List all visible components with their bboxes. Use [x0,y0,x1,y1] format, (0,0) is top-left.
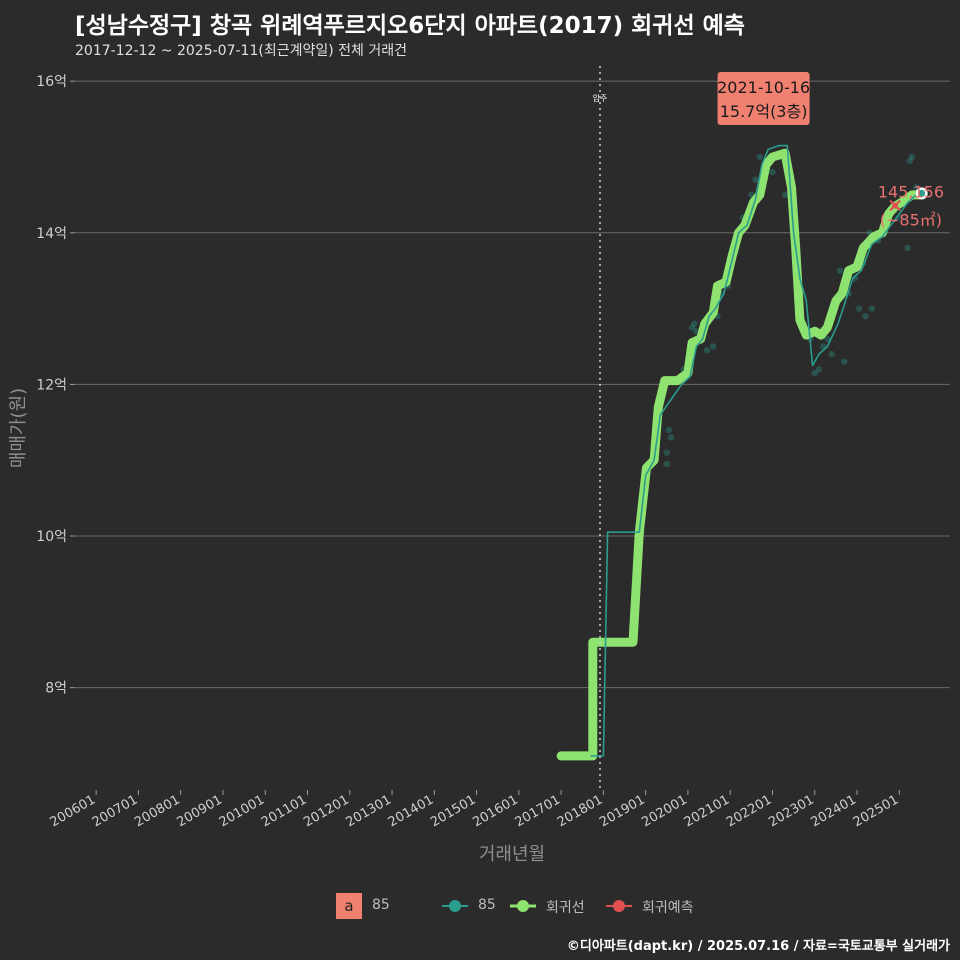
x-tick-label: 201201 [301,792,351,830]
x-tick-label: 201401 [386,792,436,830]
scatter-point [663,460,670,468]
scatter-point [836,267,844,274]
last-point-inner [918,189,926,197]
x-tick-label: 202001 [639,792,689,830]
y-tick-label: 16억 [36,74,67,90]
y-tick-label: 12억 [36,377,67,393]
x-tick-label: 201701 [513,792,563,830]
scatter-point [691,320,698,327]
scatter-point [781,191,789,199]
scatter-point [663,449,670,456]
scatter-point [688,324,696,331]
legend-area-box: a [336,893,362,919]
scatter-point [855,305,863,312]
legend-regression-label: 회귀선 [546,900,585,916]
scatter-point [667,434,675,441]
x-tick-label: 201001 [217,792,267,830]
x-tick-label: 202301 [766,792,816,830]
y-tick-label: 14억 [36,226,67,242]
scatter-point [906,157,914,164]
x-tick-label: 202501 [851,792,901,830]
legend-85-icon [442,900,468,912]
y-tick-label: 8억 [45,681,67,697]
prediction-dot [892,202,899,209]
move-in-label: 입주 [593,94,608,103]
max-annotation-box [717,72,810,125]
scatter-point [811,369,818,377]
scatter-point [904,244,911,252]
scatter-point [851,275,859,282]
scatter-point [703,347,711,354]
max-annotation-date: 2021-10-16 [717,78,810,97]
max-annotation-text: 15.7억(3층) [720,102,808,121]
scatter-point [752,176,759,183]
chart-title: [성남수정구] 창곡 위례역푸르지오6단지 아파트(2017) 회귀선 예측 [75,13,745,39]
x-tick-label: 202201 [724,792,774,830]
x-tick-label: 201901 [597,792,647,830]
x-tick-label: 201501 [428,792,478,830]
scatter-point [756,153,763,161]
legend-prediction-label: 회귀예측 [642,900,694,916]
x-tick-label: 201301 [344,792,394,830]
regression-line [556,148,927,761]
chart-subtitle: 2017-12-12 ~ 2025-07-11(최근계약일) 전체 거래건 [75,43,407,59]
scatter-point [824,335,831,343]
prediction-value: 145,156 [878,182,944,201]
x-tick-label: 200901 [174,792,224,830]
legend-85-label: 85 [478,897,496,913]
x-tick-label: 201801 [555,792,605,830]
x-tick-label: 202401 [809,792,859,830]
x-tick-label: 201101 [259,792,309,830]
scatter-point [841,358,848,365]
legend-area-label: 85 [372,897,390,913]
x-tick-label: 202101 [682,792,732,830]
series-85-line [590,144,917,757]
legend-prediction-icon [606,900,632,912]
x-tick-label: 200601 [48,792,98,830]
y-tick-label: 10억 [36,529,67,545]
scatter-point [828,350,835,358]
legend-regression-icon [510,900,536,912]
prediction-area: (~85㎡) [880,210,942,229]
scatter-point [769,168,776,176]
y-axis-title: 매매가(원) [8,388,29,468]
scatter-point [710,343,717,350]
x-tick-label: 200801 [132,792,182,830]
x-tick-label: 201601 [470,792,520,830]
scatter-point [862,312,869,320]
footer-credit: ©디아파트(dapt.kr) / 2025.07.16 / 자료=국토교통부 실… [566,939,950,954]
scatter-point [815,366,823,373]
x-axis-title: 거래년월 [479,844,545,865]
scatter-point [908,153,916,161]
x-tick-label: 200701 [90,792,140,830]
scatter-point [868,305,875,312]
scatter-point [665,426,673,434]
legend: a 85 85 회귀선 회귀예측 [0,893,960,921]
